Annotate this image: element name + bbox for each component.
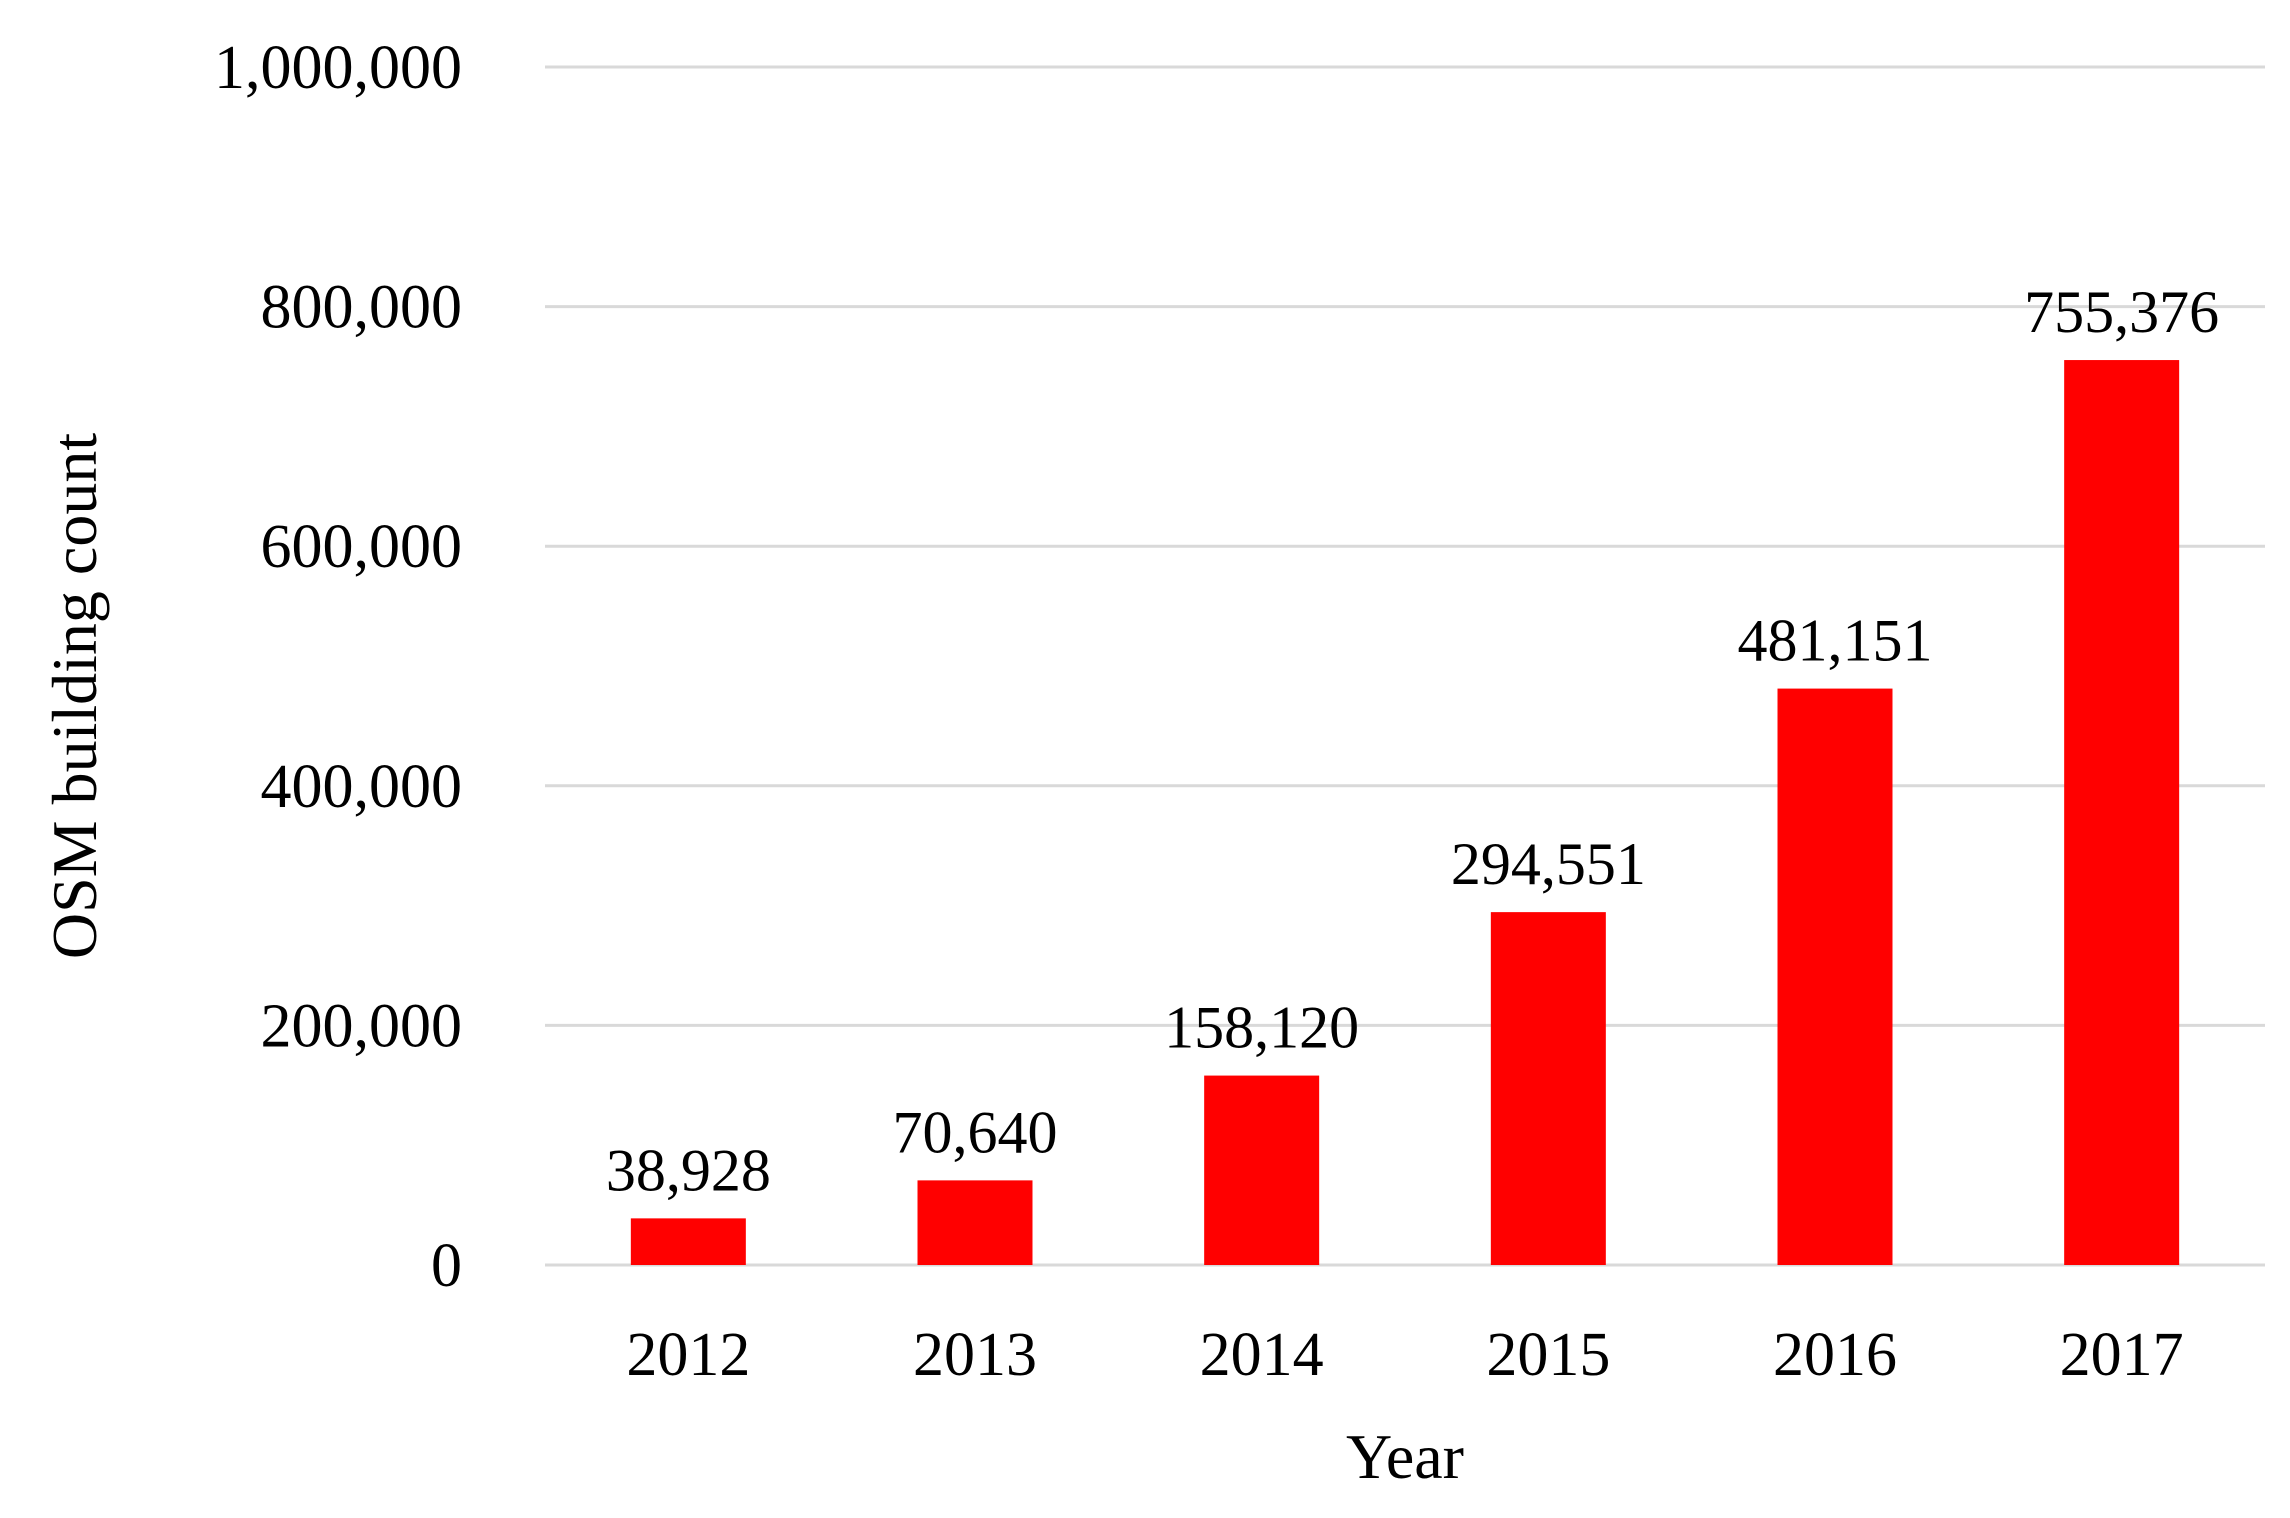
data-label-2015: 294,551: [1451, 831, 1646, 897]
y-tick-label: 600,000: [261, 513, 463, 581]
x-tick-label: 2017: [2060, 1321, 2184, 1389]
gridlines: [545, 65, 2265, 1267]
bars: [630, 360, 2180, 1265]
bar-2017: [2064, 360, 2180, 1265]
y-tick-label: 1,000,000: [214, 34, 462, 102]
x-tick-label: 2016: [1773, 1321, 1897, 1389]
data-label-2017: 755,376: [2024, 279, 2219, 345]
data-label-2014: 158,120: [1164, 995, 1359, 1061]
x-axis-title: Year: [1346, 1421, 1464, 1492]
x-tick-label: 2014: [1200, 1321, 1324, 1389]
x-tick-label: 2012: [626, 1321, 750, 1389]
bar-2015: [1490, 912, 1606, 1265]
data-label-2013: 70,640: [893, 1099, 1058, 1165]
data-labels: 38,928 70,640 158,120 294,551 481,151 755,376: [606, 279, 2219, 1203]
bar-2013: [917, 1180, 1033, 1265]
y-axis-title: OSM building count: [39, 433, 110, 959]
x-axis-ticks: 2012 2013 2014 2015 2016 2017: [626, 1321, 2183, 1389]
data-label-2012: 38,928: [606, 1137, 771, 1203]
x-tick-label: 2013: [913, 1321, 1037, 1389]
x-tick-label: 2015: [1486, 1321, 1610, 1389]
bar-2012: [630, 1218, 746, 1265]
bar-2016: [1777, 688, 1893, 1265]
y-tick-label: 200,000: [261, 992, 463, 1060]
y-tick-label: 800,000: [261, 274, 463, 342]
bar-2014: [1204, 1075, 1320, 1265]
y-tick-label: 400,000: [261, 753, 463, 821]
y-axis-ticks: 0 200,000 400,000 600,000 800,000 1,000,000: [214, 34, 462, 1300]
data-label-2016: 481,151: [1738, 608, 1933, 674]
y-tick-label: 0: [431, 1232, 462, 1300]
